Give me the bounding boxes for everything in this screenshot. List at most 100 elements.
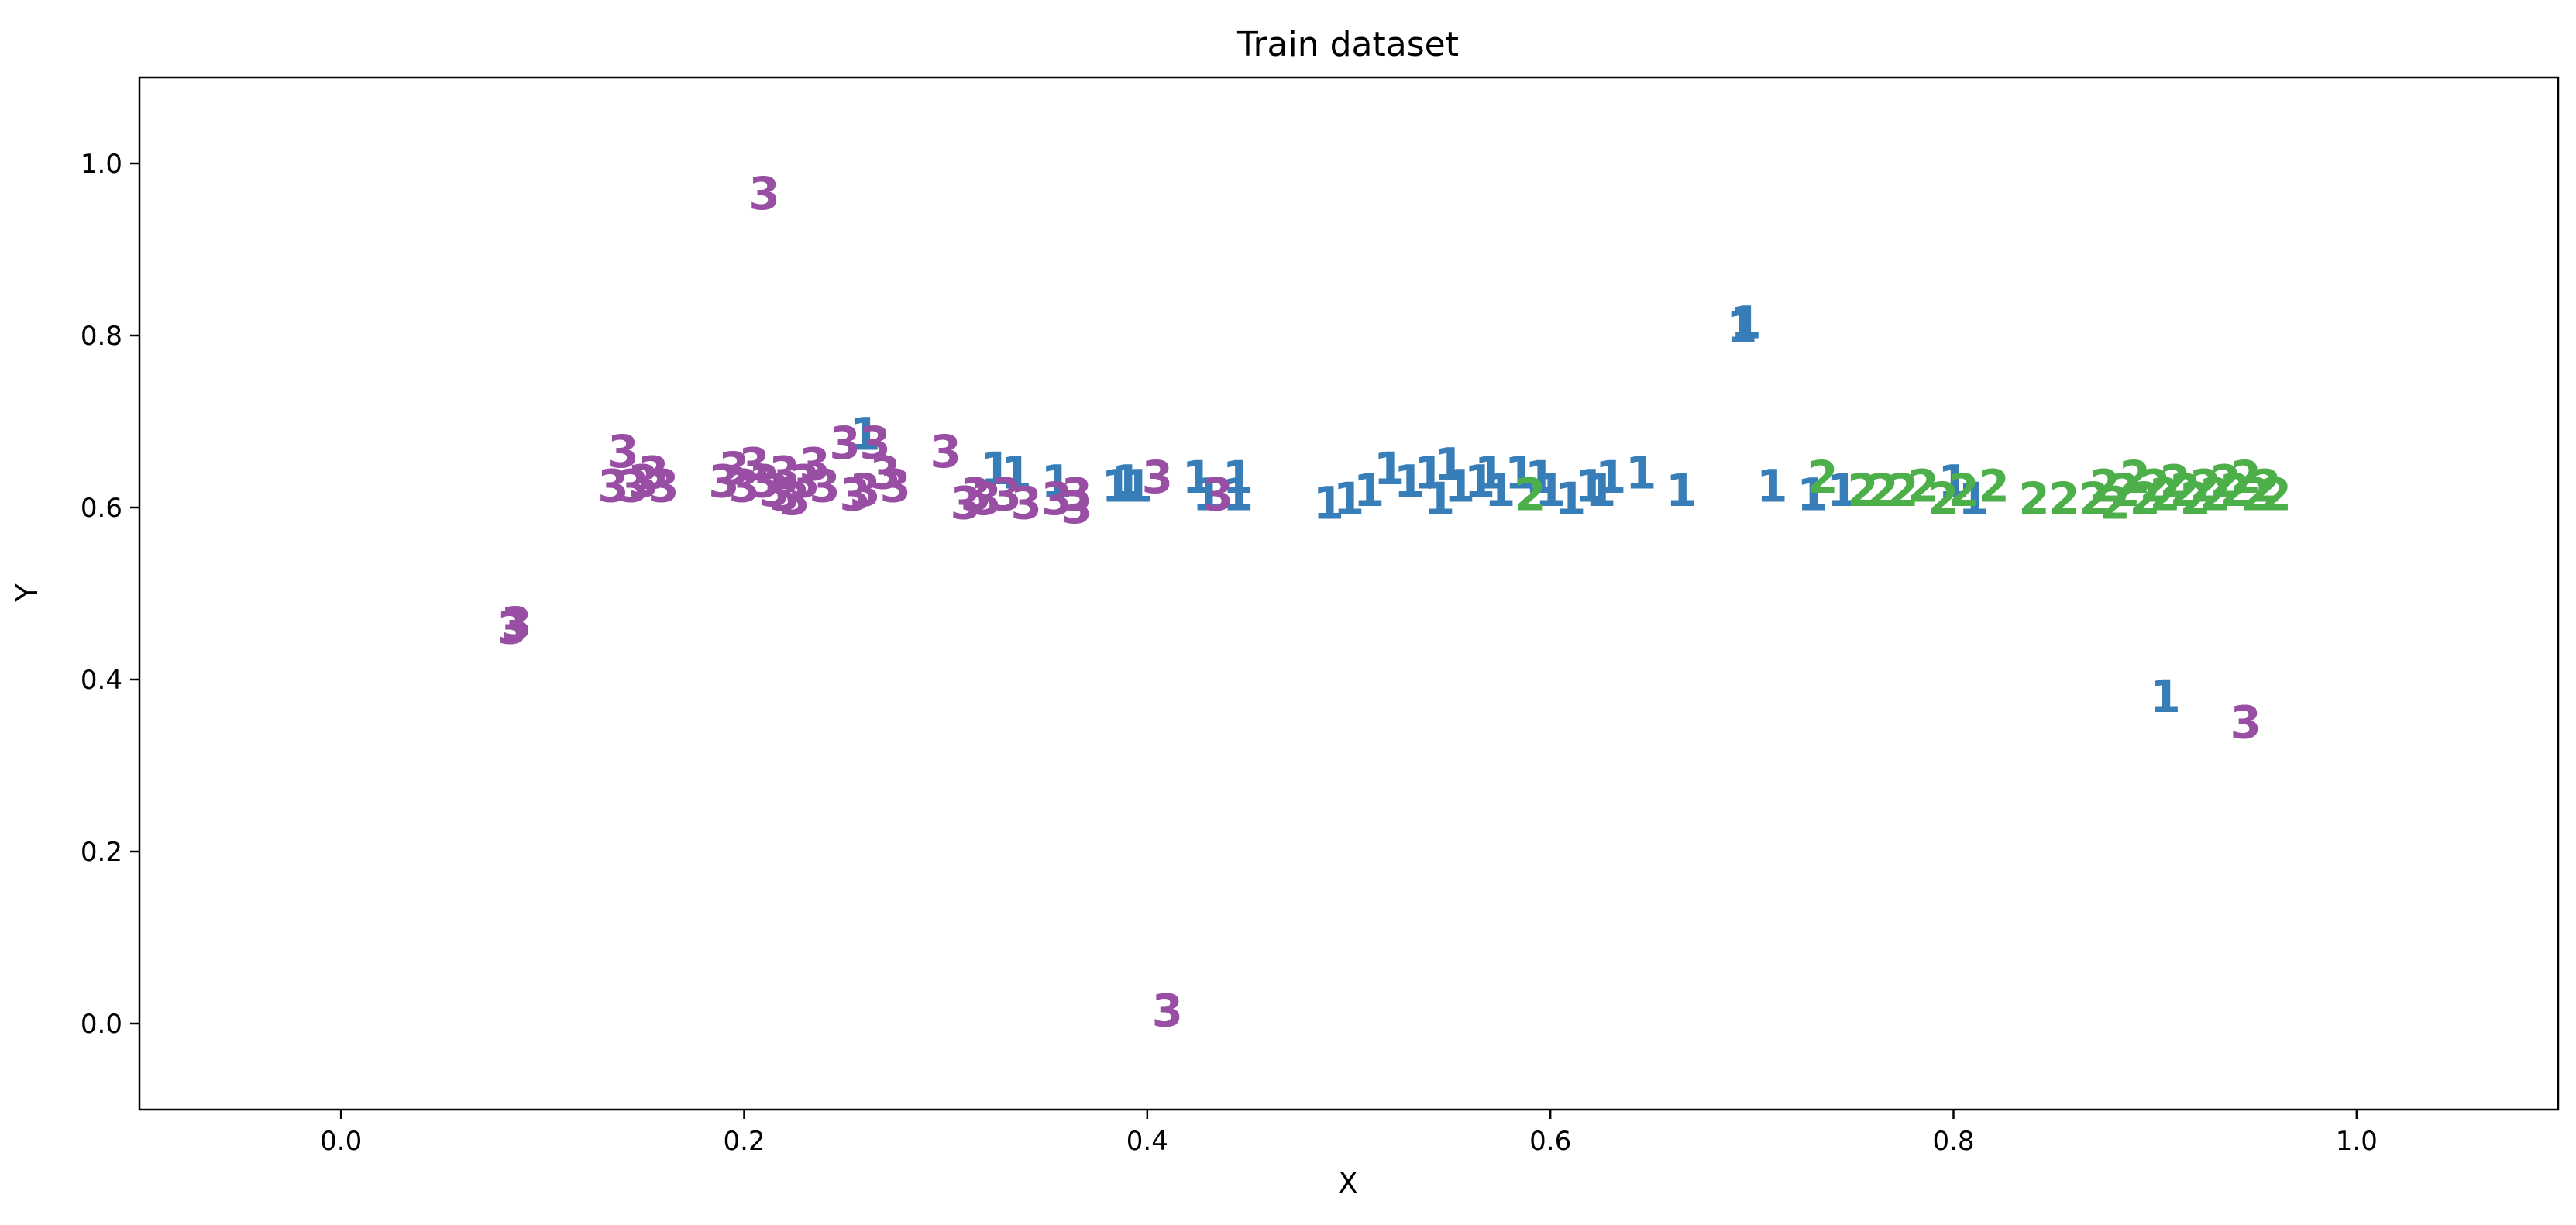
- data-point-class-3: 3: [648, 459, 679, 512]
- data-point-class-2: 2: [2109, 464, 2140, 517]
- data-point-class-1: 1: [1444, 459, 1475, 512]
- data-point-class-1: 1: [1958, 473, 1989, 525]
- y-tick-label: 0.4: [81, 665, 122, 696]
- data-point-class-1: 1: [1182, 451, 1213, 504]
- data-point-class-3: 3: [597, 459, 628, 512]
- data-point-class-2: 2: [2210, 456, 2241, 508]
- data-point-class-1: 1: [1374, 442, 1405, 495]
- x-tick-label: 0.6: [1529, 1126, 1571, 1157]
- data-point-class-1: 1: [1756, 459, 1787, 512]
- data-point-class-3: 3: [839, 468, 870, 521]
- data-point-class-3: 3: [961, 468, 992, 521]
- y-tick-label: 0.8: [81, 321, 122, 352]
- data-point-class-3: 3: [708, 456, 739, 508]
- data-point-class-2: 2: [1515, 468, 1546, 521]
- data-point-class-3: 3: [951, 477, 982, 529]
- data-point-class-3: 3: [728, 459, 759, 512]
- data-point-class-1: 1: [1585, 464, 1616, 517]
- x-tick-label: 0.2: [723, 1126, 765, 1157]
- data-point-class-2: 2: [2089, 459, 2120, 512]
- data-point-class-1: 1: [1223, 468, 1254, 521]
- data-point-class-2: 2: [2139, 459, 2170, 512]
- data-point-class-1: 1: [1595, 451, 1626, 504]
- data-point-class-3: 3: [1011, 477, 1042, 529]
- y-tick-label: 0.0: [81, 1009, 122, 1040]
- y-tick-label: 0.2: [81, 837, 122, 868]
- data-point-class-3: 3: [1061, 481, 1092, 534]
- data-point-class-1: 1: [1625, 447, 1656, 500]
- data-point-class-1: 1: [1102, 459, 1133, 512]
- data-point-class-1: 1: [1797, 468, 1828, 521]
- data-point-class-1: 1: [1001, 447, 1032, 500]
- data-point-class-3: 3: [1152, 984, 1183, 1037]
- data-point-class-3: 3: [738, 439, 769, 491]
- data-point-class-3: 3: [617, 459, 648, 512]
- data-point-class-2: 2: [1867, 464, 1898, 517]
- data-point-class-1: 1: [1575, 459, 1606, 512]
- data-point-class-1: 1: [1223, 451, 1254, 504]
- data-point-class-3: 3: [607, 425, 638, 478]
- data-point-class-1: 1: [1666, 464, 1697, 517]
- data-point-class-2: 2: [2261, 468, 2292, 521]
- data-point-class-3: 3: [638, 447, 669, 500]
- data-point-class-3: 3: [769, 468, 800, 521]
- data-point-class-3: 3: [849, 464, 880, 517]
- data-point-class-2: 2: [2018, 473, 2049, 525]
- data-point-class-3: 3: [500, 597, 531, 650]
- data-point-class-1: 1: [1424, 473, 1455, 525]
- data-point-class-2: 2: [2220, 464, 2251, 517]
- x-tick-label: 1.0: [2336, 1126, 2378, 1157]
- data-point-class-2: 2: [2241, 468, 2272, 521]
- data-point-class-2: 2: [1948, 464, 1979, 517]
- data-point-class-2: 2: [1978, 459, 2009, 512]
- data-point-class-1: 1: [1555, 473, 1586, 525]
- x-tick-label: 0.4: [1126, 1126, 1168, 1157]
- data-point-class-3: 3: [1202, 468, 1233, 521]
- data-point-class-1: 1: [1525, 451, 1556, 504]
- data-point-class-1: 1: [1414, 447, 1445, 500]
- x-tick-label: 0.0: [320, 1126, 362, 1157]
- data-point-class-1: 1: [1112, 456, 1143, 508]
- data-point-class-3: 3: [829, 417, 860, 470]
- data-point-class-2: 2: [2251, 459, 2282, 512]
- data-point-class-1: 1: [1726, 301, 1757, 353]
- data-point-class-1: 1: [2149, 670, 2180, 723]
- data-point-class-2: 2: [2099, 477, 2130, 529]
- data-point-class-2: 2: [2048, 473, 2079, 525]
- data-point-class-1: 1: [1505, 447, 1536, 500]
- data-point-class-3: 3: [718, 442, 749, 495]
- data-point-class-3: 3: [769, 447, 800, 500]
- data-point-class-1: 1: [981, 442, 1012, 495]
- data-point-class-3: 3: [809, 459, 840, 512]
- data-point-class-2: 2: [2170, 464, 2201, 517]
- x-tick-label: 0.8: [1932, 1126, 1974, 1157]
- data-point-class-3: 3: [879, 459, 910, 512]
- data-point-class-3: 3: [779, 473, 810, 525]
- data-point-class-3: 3: [497, 601, 528, 654]
- chart-title: Train dataset: [1236, 25, 1459, 64]
- data-point-class-3: 3: [1061, 468, 1092, 521]
- data-point-class-1: 1: [1041, 456, 1072, 508]
- data-point-class-2: 2: [2079, 473, 2110, 525]
- data-point-class-1: 1: [1535, 464, 1566, 517]
- data-point-class-2: 2: [1807, 451, 1838, 504]
- data-point-class-3: 3: [1041, 473, 1072, 525]
- data-point-class-2: 2: [1847, 464, 1878, 517]
- data-point-class-2: 2: [1887, 464, 1918, 517]
- data-point-class-2: 2: [2129, 473, 2160, 525]
- data-point-class-2: 2: [2160, 456, 2191, 508]
- data-point-class-3: 3: [971, 473, 1002, 525]
- data-point-class-1: 1: [1474, 447, 1505, 500]
- data-point-class-3: 3: [628, 456, 659, 508]
- data-point-class-2: 2: [2180, 473, 2211, 525]
- data-point-class-1: 1: [1827, 464, 1858, 517]
- data-point-class-1: 1: [1938, 456, 1969, 508]
- data-point-class-1: 1: [1464, 456, 1495, 508]
- y-axis-label: Y: [10, 583, 44, 603]
- data-point-class-2: 2: [1907, 459, 1938, 512]
- data-point-class-3: 3: [2230, 697, 2261, 749]
- data-point-class-1: 1: [1333, 473, 1364, 525]
- data-point-class-3: 3: [1142, 451, 1173, 504]
- data-point-class-1: 1: [1434, 439, 1465, 491]
